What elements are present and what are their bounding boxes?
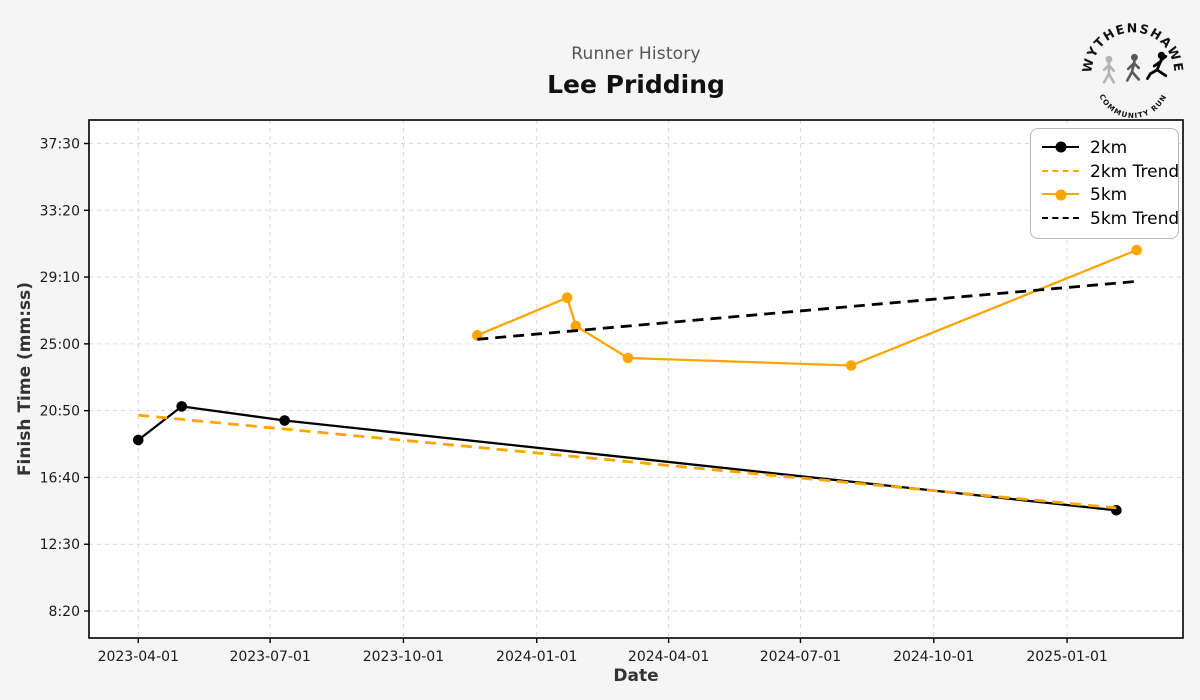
- x-tick-label: 2023-07-01: [229, 649, 310, 665]
- data-point-5km: [570, 320, 582, 332]
- x-tick-label: 2024-10-01: [893, 649, 974, 665]
- y-tick-label: 16:40: [40, 470, 80, 486]
- legend-5km-trend-line-icon: [1042, 212, 1079, 226]
- y-tick-label: 8:20: [49, 604, 80, 620]
- legend-label: 5km Trend: [1090, 209, 1180, 230]
- y-tick-label: 25:00: [40, 337, 80, 353]
- wythenshawe-community-run-logo: WYTHENSHAWE COMMUNITY RUN: [1080, 20, 1185, 120]
- x-axis-label: Date: [613, 666, 659, 686]
- series-line-5km-trend: [477, 280, 1137, 341]
- legend-item-2km-trend: 2km Trend: [1042, 160, 1179, 184]
- x-tick-label: 2025-01-01: [1026, 649, 1107, 665]
- logo-arc-bottom-text: COMMUNITY RUN: [1097, 92, 1168, 120]
- x-tick-label: 2024-04-01: [628, 649, 709, 665]
- runner-sprinter-icon: [1146, 51, 1168, 80]
- runner-walker-icon: [1102, 55, 1116, 84]
- data-point-5km: [561, 292, 573, 303]
- legend-item-2km: 2km: [1042, 136, 1167, 160]
- y-tick-label: 29:10: [40, 270, 80, 286]
- legend-2km-trend-line-icon: [1042, 165, 1079, 179]
- x-tick-label: 2024-01-01: [496, 649, 577, 665]
- data-point-2km: [132, 434, 144, 446]
- series-line-5km: [476, 249, 1138, 367]
- x-tick-label: 2023-04-01: [98, 649, 179, 665]
- x-tick-label: 2024-07-01: [760, 649, 841, 665]
- series-line-2km: [137, 405, 1117, 512]
- y-tick-label: 12:30: [40, 537, 80, 553]
- legend-item-5km: 5km: [1042, 184, 1167, 208]
- legend-label: 2km Trend: [1090, 161, 1180, 182]
- data-point-2km: [279, 415, 290, 426]
- runner-jogger-icon: [1125, 53, 1141, 82]
- chart-suptitle: Runner History: [571, 44, 701, 64]
- data-point-5km: [622, 352, 634, 364]
- data-point-5km: [1131, 244, 1142, 256]
- series-line-2km-trend: [138, 413, 1117, 510]
- chart-legend: 2km 2km Trend 5km 5km Trend: [1030, 128, 1179, 239]
- legend-5km-line-icon: [1042, 188, 1079, 202]
- y-tick-label: 37:30: [40, 137, 80, 153]
- data-point-5km: [845, 360, 857, 371]
- legend-label: 2km: [1090, 137, 1128, 158]
- runner-name-title: Lee Pridding: [547, 70, 725, 99]
- y-tick-label: 33:20: [40, 203, 80, 219]
- legend-label: 5km: [1090, 185, 1128, 206]
- x-tick-label: 2023-10-01: [363, 649, 444, 665]
- data-point-2km: [176, 401, 188, 412]
- legend-item-5km-trend: 5km Trend: [1042, 207, 1179, 231]
- legend-2km-line-icon: [1042, 141, 1079, 155]
- y-tick-label: 20:50: [40, 404, 80, 420]
- y-axis-label: Finish Time (mm:ss): [15, 281, 35, 477]
